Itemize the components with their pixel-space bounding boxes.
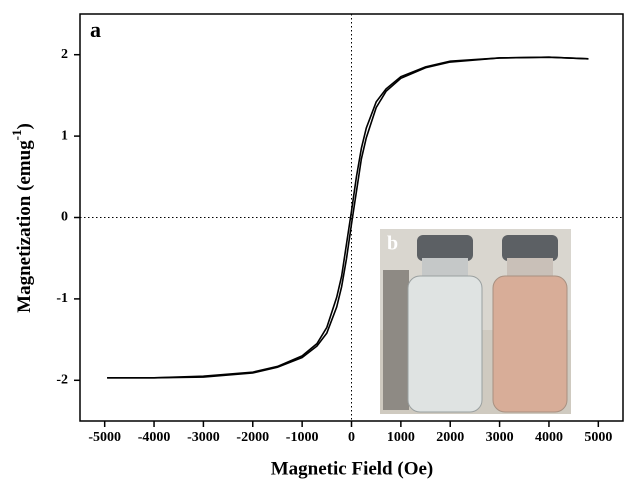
bottle-neck	[422, 258, 468, 278]
x-tick-label: -5000	[88, 430, 121, 445]
magnet	[383, 270, 409, 410]
y-label-exponent: -1	[9, 129, 24, 140]
y-label-close: )	[14, 123, 35, 129]
bottle-cap	[417, 235, 473, 261]
x-tick-label: 4000	[535, 430, 563, 445]
x-tick-label: -4000	[138, 430, 171, 445]
x-tick-label: -2000	[236, 430, 269, 445]
y-axis-label: Magnetization (emug-1)	[9, 123, 35, 313]
bottle-neck	[507, 258, 553, 278]
x-axis-label: Magnetic Field (Oe)	[271, 458, 434, 479]
x-tick-label: 3000	[486, 430, 514, 445]
x-tick-label: -1000	[286, 430, 319, 445]
x-tick-label: 1000	[387, 430, 415, 445]
x-tick-label: 5000	[584, 430, 612, 445]
y-label-main: Magnetization (emug	[14, 140, 35, 313]
y-tick-label: -1	[56, 291, 68, 306]
data-line	[107, 56, 589, 379]
x-tick-label: 0	[348, 430, 355, 445]
bottle-colloid	[492, 275, 568, 413]
y-tick-label: 0	[61, 210, 68, 225]
y-tick-label: 1	[61, 128, 68, 143]
y-tick-label: 2	[61, 47, 68, 62]
x-tick-label: 2000	[436, 430, 464, 445]
inset-photo: b	[380, 229, 571, 414]
panel-label: a	[90, 17, 101, 42]
bottle-cap	[502, 235, 558, 261]
y-tick-label: -2	[56, 373, 68, 388]
bottle-clear	[407, 275, 483, 413]
x-tick-label: -3000	[187, 430, 220, 445]
inset-label: b	[387, 233, 398, 255]
